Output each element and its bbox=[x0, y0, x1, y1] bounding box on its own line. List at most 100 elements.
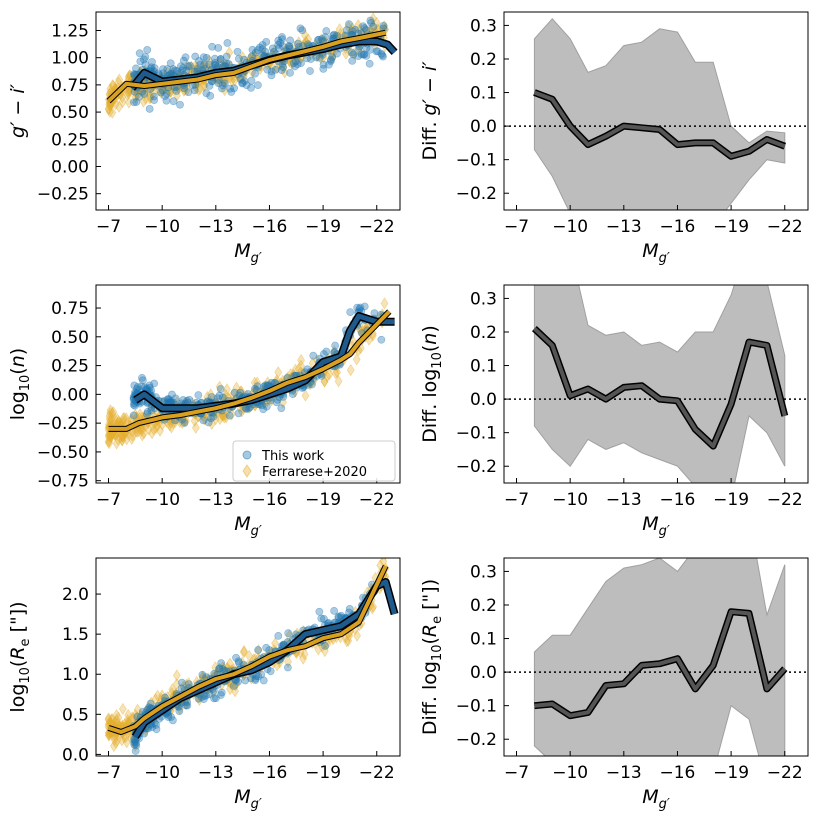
this-work-point bbox=[251, 384, 259, 393]
this-work-point bbox=[132, 739, 140, 748]
plot-area bbox=[104, 297, 395, 450]
this-work-point bbox=[286, 68, 294, 77]
ferrarese-point bbox=[354, 18, 363, 32]
this-work-point bbox=[261, 47, 270, 56]
x-tick-label: −19 bbox=[713, 763, 749, 783]
this-work-point bbox=[216, 55, 225, 64]
this-work-point bbox=[200, 60, 208, 69]
this-work-point bbox=[258, 401, 266, 410]
this-work-point bbox=[241, 676, 250, 685]
y-axis-label: log10(Re ["]) bbox=[7, 601, 33, 712]
this-work-point bbox=[262, 402, 271, 411]
ferrarese-point bbox=[239, 70, 248, 83]
ferrarese-point bbox=[167, 421, 176, 434]
ferrarese-point bbox=[218, 409, 226, 422]
ferrarese-point bbox=[225, 46, 234, 59]
ferrarese-point bbox=[131, 91, 140, 104]
ferrarese-point bbox=[191, 421, 200, 434]
this-work-point bbox=[345, 605, 354, 613]
this-work-point bbox=[132, 98, 141, 106]
x-tick-label: −10 bbox=[144, 490, 180, 510]
this-work-point bbox=[199, 416, 208, 425]
this-work-point bbox=[226, 84, 234, 93]
ferrarese-point bbox=[245, 649, 254, 662]
legend-this-work-marker bbox=[242, 450, 252, 460]
this-work-point bbox=[180, 84, 189, 93]
ferrarese-point bbox=[287, 57, 296, 70]
this-work-point bbox=[141, 60, 150, 69]
this-work-point bbox=[145, 381, 154, 390]
this-work-point bbox=[206, 91, 215, 100]
ferrarese-point bbox=[289, 56, 297, 69]
y-tick-label: 0.3 bbox=[470, 562, 497, 582]
this-work-point bbox=[293, 60, 302, 69]
this-work-point bbox=[248, 45, 257, 54]
y-tick-label: −0.25 bbox=[37, 185, 89, 205]
panel-color-diff: −7 −10 −13 −16 −19 −22 −0.2 −0.1 0.0 0.1 0.2 0.3 Mg′… bbox=[419, 11, 809, 266]
this-work-point bbox=[196, 60, 205, 69]
this-work-point bbox=[195, 57, 203, 65]
plot-area bbox=[504, 17, 808, 210]
ferrarese-point bbox=[236, 72, 245, 85]
y-tick-label: −0.75 bbox=[37, 472, 89, 492]
this-work-point bbox=[146, 699, 155, 708]
this-work-point bbox=[199, 695, 208, 704]
panel-color: −7 −10 −13 −16 −19 −22 −0.25 0.00 0.25 0.50 0.75 1.… bbox=[7, 11, 401, 266]
ferrarese-point bbox=[237, 385, 246, 398]
y-axis-label: log10(n) bbox=[7, 348, 33, 420]
this-work-point bbox=[259, 405, 268, 414]
this-work-point bbox=[143, 407, 152, 416]
this-work-point bbox=[274, 40, 283, 49]
this-work-point bbox=[197, 693, 206, 701]
ferrarese-point bbox=[174, 82, 183, 95]
x-axis-label: Mg′ bbox=[234, 786, 262, 812]
plot-area bbox=[104, 558, 399, 755]
y-tick-label: −0.2 bbox=[456, 730, 497, 750]
y-tick-label: −0.50 bbox=[37, 443, 89, 463]
this-work-point bbox=[166, 59, 175, 68]
this-work-point bbox=[372, 47, 381, 56]
this-work-point bbox=[253, 382, 262, 391]
ferrarese-point bbox=[165, 85, 174, 99]
ferrarese-point bbox=[199, 79, 208, 92]
this-work-point bbox=[211, 59, 219, 67]
this-work-point bbox=[227, 88, 236, 96]
this-work-point bbox=[255, 43, 264, 52]
this-work-point bbox=[163, 65, 172, 73]
ferrarese-point bbox=[180, 414, 189, 427]
this-work-point bbox=[202, 691, 210, 700]
this-work-point bbox=[158, 86, 167, 95]
this-work-point bbox=[354, 52, 363, 60]
ferrarese-point bbox=[301, 29, 309, 42]
this-work-point bbox=[206, 414, 215, 423]
this-work-point bbox=[344, 20, 353, 29]
ferrarese-point bbox=[227, 408, 236, 421]
ferrarese-point bbox=[112, 709, 121, 722]
this-work-point bbox=[242, 405, 251, 413]
ferrarese-point bbox=[279, 396, 287, 409]
this-work-point bbox=[145, 383, 154, 392]
this-work-point bbox=[248, 52, 256, 61]
this-work-point bbox=[317, 35, 326, 44]
this-work-point bbox=[262, 37, 271, 46]
this-work-point bbox=[178, 66, 187, 75]
this-work-point bbox=[379, 21, 388, 30]
this-work-point bbox=[324, 60, 333, 69]
ferrarese-point bbox=[271, 637, 279, 650]
this-work-point bbox=[342, 26, 351, 35]
this-work-point bbox=[193, 64, 202, 73]
ferrarese-point bbox=[149, 86, 158, 99]
this-work-point bbox=[173, 67, 181, 75]
this-work-point bbox=[308, 380, 316, 389]
ferrarese-point bbox=[190, 414, 199, 428]
this-work-point bbox=[274, 44, 283, 52]
this-work-point bbox=[184, 88, 193, 97]
this-work-point bbox=[319, 64, 328, 73]
diff-scatter-band bbox=[533, 17, 786, 210]
this-work-point bbox=[262, 643, 271, 652]
ferrarese-point bbox=[165, 419, 174, 432]
this-work-point bbox=[130, 738, 139, 747]
this-work-point bbox=[147, 406, 156, 415]
x-axis-label: Mg′ bbox=[642, 240, 670, 266]
